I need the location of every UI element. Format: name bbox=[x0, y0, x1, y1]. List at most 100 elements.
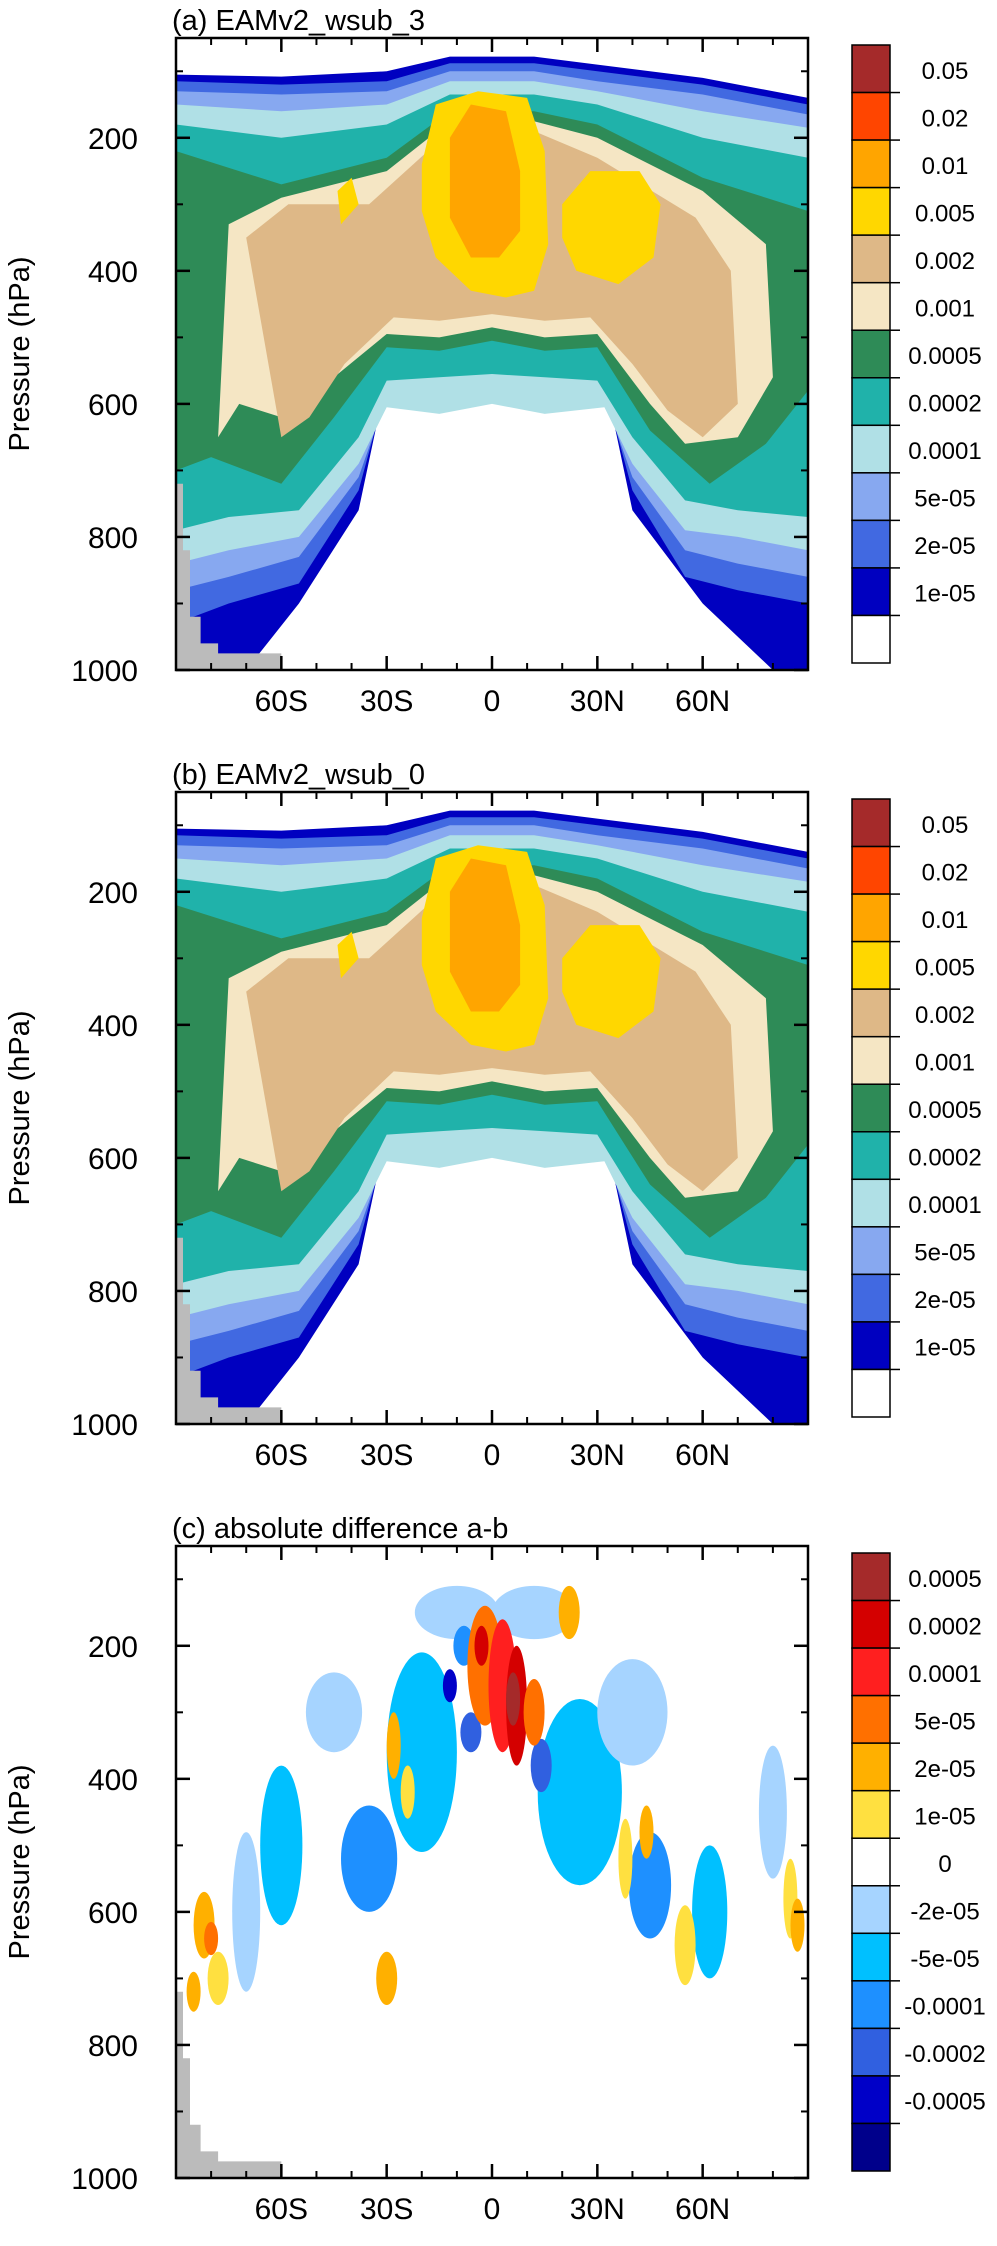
anomaly-blob bbox=[597, 1659, 668, 1766]
colorbar-box bbox=[851, 2027, 891, 2077]
colorbar-label: -2e-05 bbox=[910, 1899, 979, 1926]
colorbar-label: 5e-05 bbox=[914, 486, 975, 513]
anomaly-blob bbox=[260, 1765, 303, 1926]
colorbar-label: -0.0001 bbox=[904, 1994, 985, 2021]
contour-band bbox=[562, 171, 661, 285]
colorbar-box bbox=[851, 139, 891, 189]
colorbar-box bbox=[851, 1789, 891, 1839]
y-axis-label: Pressure (hPa) bbox=[4, 1010, 36, 1205]
colorbar-box bbox=[851, 44, 891, 94]
colorbar-box bbox=[851, 234, 891, 284]
x-tick-label: 60S bbox=[255, 685, 308, 718]
anomaly-blob bbox=[692, 1845, 728, 1979]
anomaly-blob bbox=[491, 1585, 577, 1640]
panel-a: (a) EAMv2_wsub_3 200 400 600 800 1000 60S 30S 0 3… bbox=[4, 5, 982, 718]
y-tick-label: 200 bbox=[88, 877, 138, 910]
anomaly-blob bbox=[639, 1805, 654, 1859]
anomaly-blob bbox=[400, 1765, 415, 1819]
colorbar-label: 0.02 bbox=[922, 859, 969, 886]
colorbar-label: 1e-05 bbox=[914, 1335, 975, 1362]
colorbar-label: 2e-05 bbox=[914, 1756, 975, 1783]
x-tick-label: 0 bbox=[484, 1439, 501, 1472]
colorbar-box bbox=[851, 1694, 891, 1744]
colorbar-box bbox=[851, 329, 891, 379]
colorbar-label: -0.0005 bbox=[904, 2089, 985, 2116]
y-tick-label: 800 bbox=[88, 1276, 138, 1309]
colorbar-box bbox=[851, 798, 891, 848]
colorbar-label: 0 bbox=[938, 1851, 951, 1878]
x-tick-label: 30S bbox=[360, 1439, 413, 1472]
colorbar-label: 0.0001 bbox=[908, 1192, 981, 1219]
colorbar-box bbox=[851, 1599, 891, 1649]
colorbar-box bbox=[851, 1226, 891, 1276]
anomaly-blob bbox=[530, 1738, 552, 1793]
colorbar-label: 0.02 bbox=[922, 105, 969, 132]
contour-band bbox=[337, 177, 359, 225]
contour-field bbox=[176, 792, 808, 1424]
colorbar-label: 0.0002 bbox=[908, 1613, 981, 1640]
colorbar-label: 1e-05 bbox=[914, 1803, 975, 1830]
x-tick-label: 0 bbox=[484, 2193, 501, 2226]
x-tick-label: 0 bbox=[484, 685, 501, 718]
colorbar-box bbox=[851, 1837, 891, 1887]
y-axis-label: Pressure (hPa) bbox=[4, 1764, 36, 1959]
colorbar-label: 0.05 bbox=[922, 812, 969, 839]
colorbar-box bbox=[851, 186, 891, 236]
colorbar-label: 0.005 bbox=[915, 200, 975, 227]
colorbar-box bbox=[851, 424, 891, 474]
x-tick-label: 30S bbox=[360, 2193, 413, 2226]
y-axis-label: Pressure (hPa) bbox=[4, 256, 36, 451]
contour-field bbox=[176, 38, 808, 670]
colorbar-label: 5e-05 bbox=[914, 1240, 975, 1267]
colorbar-label: 2e-05 bbox=[914, 533, 975, 560]
topography-mask bbox=[176, 1991, 282, 2178]
anomaly-blob bbox=[341, 1805, 398, 1912]
colorbar-label: -0.0002 bbox=[904, 2041, 985, 2068]
anomaly-blob bbox=[474, 1625, 489, 1666]
x-tick-label: 60N bbox=[675, 685, 730, 718]
panel-title: (b) EAMv2_wsub_0 bbox=[172, 759, 425, 791]
anomaly-blob bbox=[758, 1745, 787, 1879]
anomaly-blob bbox=[618, 1818, 633, 1899]
x-tick-label: 30S bbox=[360, 685, 413, 718]
y-tick-label: 400 bbox=[88, 1764, 138, 1797]
colorbar-box bbox=[851, 2075, 891, 2125]
anomaly-blob bbox=[628, 1832, 672, 1939]
anomaly-blob bbox=[558, 1585, 580, 1640]
colorbar-box bbox=[851, 2122, 891, 2172]
colorbar-box bbox=[851, 1131, 891, 1181]
colorbar-box bbox=[851, 472, 891, 522]
x-tick-label: 60S bbox=[255, 2193, 308, 2226]
y-tick-label: 800 bbox=[88, 522, 138, 555]
contour-field bbox=[176, 1546, 808, 2178]
y-tick-label: 400 bbox=[88, 256, 138, 289]
anomaly-blob bbox=[442, 1669, 457, 1703]
anomaly-blob bbox=[537, 1699, 622, 1886]
panel-c: (c) absolute difference a-b 200 400 600 800 1… bbox=[4, 1513, 986, 2226]
x-tick-label: 30N bbox=[570, 2193, 625, 2226]
colorbar-box bbox=[851, 377, 891, 427]
topography-mask bbox=[176, 1237, 282, 1424]
colorbar-label: 1e-05 bbox=[914, 581, 975, 608]
y-tick-label: 200 bbox=[88, 1631, 138, 1664]
colorbar-box bbox=[851, 91, 891, 141]
contour-band bbox=[337, 931, 359, 979]
colorbar-box bbox=[851, 1932, 891, 1982]
colorbar-label: 0.01 bbox=[922, 907, 969, 934]
colorbar-label: 0.0001 bbox=[908, 438, 981, 465]
y-tick-label: 1000 bbox=[71, 655, 138, 688]
panel-title: (c) absolute difference a-b bbox=[172, 1513, 508, 1545]
panel-title: (a) EAMv2_wsub_3 bbox=[172, 5, 425, 37]
anomaly-blob bbox=[376, 1951, 398, 2005]
anomaly-blob bbox=[186, 1971, 201, 2012]
colorbar-box bbox=[851, 281, 891, 331]
colorbar-box bbox=[851, 1368, 891, 1418]
anomaly-blob bbox=[386, 1712, 401, 1779]
y-tick-label: 800 bbox=[88, 2030, 138, 2063]
colorbar-box bbox=[851, 1980, 891, 2030]
anomaly-blob bbox=[790, 1898, 805, 1952]
colorbar-label: 0.0002 bbox=[908, 1145, 981, 1172]
colorbar-box bbox=[851, 567, 891, 617]
colorbar-box bbox=[851, 1552, 891, 1602]
